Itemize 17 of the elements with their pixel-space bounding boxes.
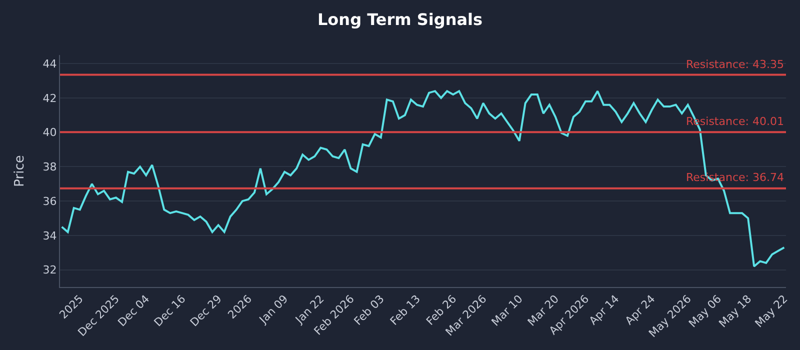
- y-tick-label: 34: [42, 229, 57, 242]
- x-tick-label: Mar 10: [489, 292, 526, 329]
- x-tick-label: Dec 16: [152, 292, 188, 330]
- ref-line-label: Resistance: 43.35: [686, 58, 784, 71]
- y-axis-title: Price: [12, 155, 28, 187]
- chart-title: Long Term Signals: [317, 10, 483, 30]
- line-series: [60, 90, 786, 268]
- y-tick-label: 38: [42, 160, 57, 174]
- y-tick-label: 40: [42, 126, 57, 140]
- x-tick-label: Apr 14: [586, 292, 622, 328]
- y-tick-label: 36: [42, 194, 57, 208]
- x-tick-label: Dec 29: [188, 292, 224, 330]
- y-tick-label: 32: [42, 264, 57, 277]
- x-tick-label: Jan 09: [256, 292, 291, 327]
- x-tick-label: Feb 13: [388, 292, 423, 328]
- y-tick-label: 42: [42, 92, 57, 105]
- y-tick-label: 44: [42, 57, 57, 70]
